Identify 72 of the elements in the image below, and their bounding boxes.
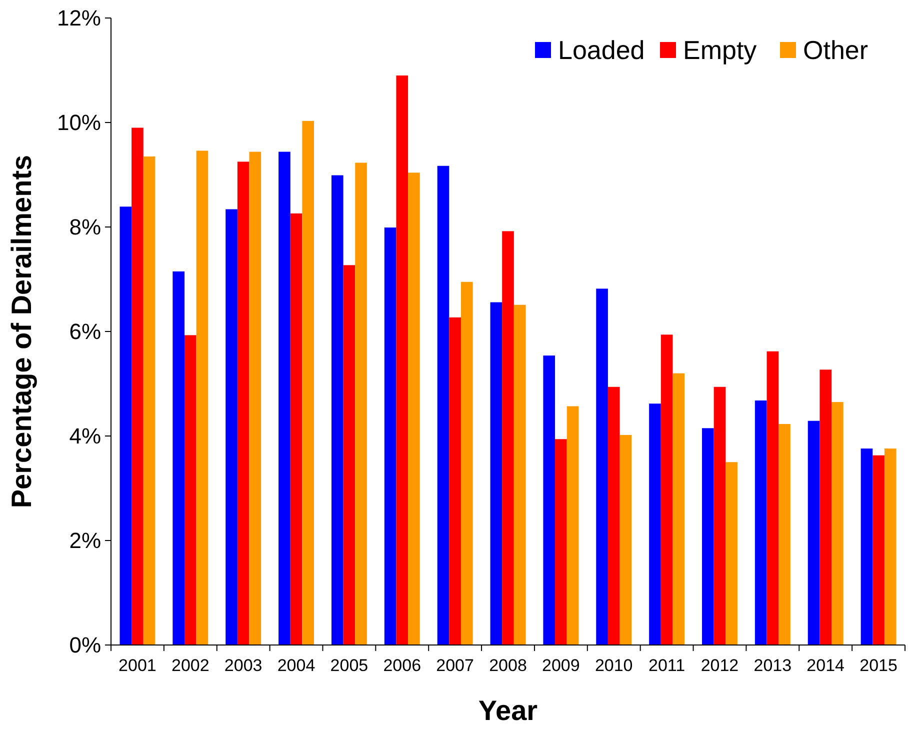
bar bbox=[566, 406, 579, 645]
bar bbox=[884, 448, 896, 645]
x-tick-label: 2009 bbox=[542, 656, 580, 675]
y-tick-label: 10% bbox=[56, 110, 101, 136]
bar bbox=[820, 370, 832, 645]
bar bbox=[608, 386, 620, 645]
x-tick-label: 2007 bbox=[436, 656, 474, 675]
bar bbox=[660, 334, 673, 645]
x-tick-label: 2004 bbox=[277, 656, 316, 675]
bar bbox=[449, 317, 461, 645]
bar bbox=[754, 400, 767, 645]
bar bbox=[384, 228, 396, 645]
bar bbox=[278, 152, 290, 645]
bar bbox=[620, 434, 632, 645]
bar bbox=[672, 373, 685, 645]
bar bbox=[460, 282, 473, 645]
bar bbox=[490, 302, 502, 645]
bar bbox=[766, 351, 779, 645]
bar bbox=[596, 288, 608, 645]
bar bbox=[184, 335, 196, 645]
y-tick-label: 0% bbox=[69, 632, 101, 658]
bar bbox=[120, 206, 132, 645]
x-tick-label: 2006 bbox=[383, 656, 422, 675]
x-tick-label: 2010 bbox=[594, 656, 633, 675]
bar bbox=[543, 356, 556, 645]
bar bbox=[808, 420, 820, 645]
x-tick-label: 2005 bbox=[330, 656, 368, 675]
bar bbox=[502, 231, 514, 645]
x-tick-label: 2012 bbox=[700, 656, 739, 675]
y-axis-title: Percentage of Derailments bbox=[6, 154, 37, 508]
legend-label: Empty bbox=[683, 35, 757, 66]
bar bbox=[832, 402, 844, 645]
bar bbox=[172, 271, 184, 645]
bar bbox=[649, 404, 661, 645]
y-tick-label: 12% bbox=[56, 6, 101, 31]
bar bbox=[726, 462, 738, 645]
bar bbox=[437, 166, 450, 645]
bar bbox=[408, 172, 420, 645]
x-tick-label: 2013 bbox=[754, 656, 792, 675]
bar bbox=[196, 150, 208, 645]
bar bbox=[237, 162, 250, 645]
x-axis-title: Year bbox=[478, 695, 538, 726]
y-tick-label: 4% bbox=[69, 424, 101, 449]
bar bbox=[343, 265, 356, 645]
y-tick-label: 2% bbox=[69, 528, 101, 554]
y-tick-label: 6% bbox=[69, 319, 101, 344]
bar bbox=[702, 428, 714, 645]
x-tick-label: 2014 bbox=[806, 656, 845, 675]
x-tick-label: 2015 bbox=[860, 656, 898, 675]
bar bbox=[226, 209, 238, 645]
bar bbox=[249, 152, 262, 645]
bar bbox=[132, 128, 144, 645]
bar bbox=[714, 386, 726, 645]
bar bbox=[143, 156, 156, 645]
bar bbox=[355, 162, 367, 645]
bar bbox=[331, 175, 344, 645]
x-tick-label: 2002 bbox=[171, 656, 210, 675]
bar bbox=[290, 213, 302, 645]
bar bbox=[555, 439, 567, 645]
x-tick-label: 2008 bbox=[489, 656, 527, 675]
x-tick-label: 2001 bbox=[118, 656, 156, 675]
legend-label: Other bbox=[803, 35, 868, 66]
bar bbox=[860, 448, 873, 645]
bar bbox=[396, 75, 408, 645]
y-tick-label: 8% bbox=[69, 214, 101, 240]
bar bbox=[302, 120, 314, 645]
bar bbox=[872, 455, 884, 645]
x-tick-label: 2003 bbox=[224, 656, 262, 675]
legend-label: Loaded bbox=[558, 35, 645, 66]
bar bbox=[514, 304, 526, 645]
bar bbox=[778, 424, 790, 645]
x-tick-label: 2011 bbox=[648, 656, 686, 675]
